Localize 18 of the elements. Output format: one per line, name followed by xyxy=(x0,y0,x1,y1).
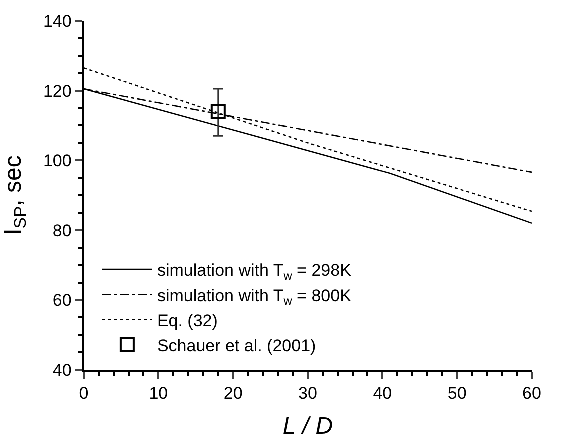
x-tick-label: 10 xyxy=(149,384,168,404)
legend-label: Eq. (32) xyxy=(157,311,218,330)
y-tick-label: 60 xyxy=(52,291,72,310)
x-tick-label: 20 xyxy=(224,384,243,404)
x-tick-label: 50 xyxy=(448,384,467,404)
x-axis-title: L / D xyxy=(282,412,334,440)
y-tick-label: 120 xyxy=(43,82,72,101)
x-tick-label: 40 xyxy=(373,384,392,404)
legend-label: simulation with T$_{w}$ = 800K xyxy=(157,286,352,308)
y-tick-label: 40 xyxy=(52,360,72,380)
x-tick-label: 30 xyxy=(298,384,318,404)
y-tick-label: 140 xyxy=(43,12,72,31)
y-tick-label: 100 xyxy=(43,152,72,171)
legend-label: Schauer et al. (2001) xyxy=(157,336,316,356)
legend-label: simulation with T$_{w}$ = 298K xyxy=(157,261,352,283)
x-tick-label: 60 xyxy=(522,384,542,404)
x-tick-label: 0 xyxy=(79,384,89,404)
y-tick-label: 80 xyxy=(52,221,72,240)
